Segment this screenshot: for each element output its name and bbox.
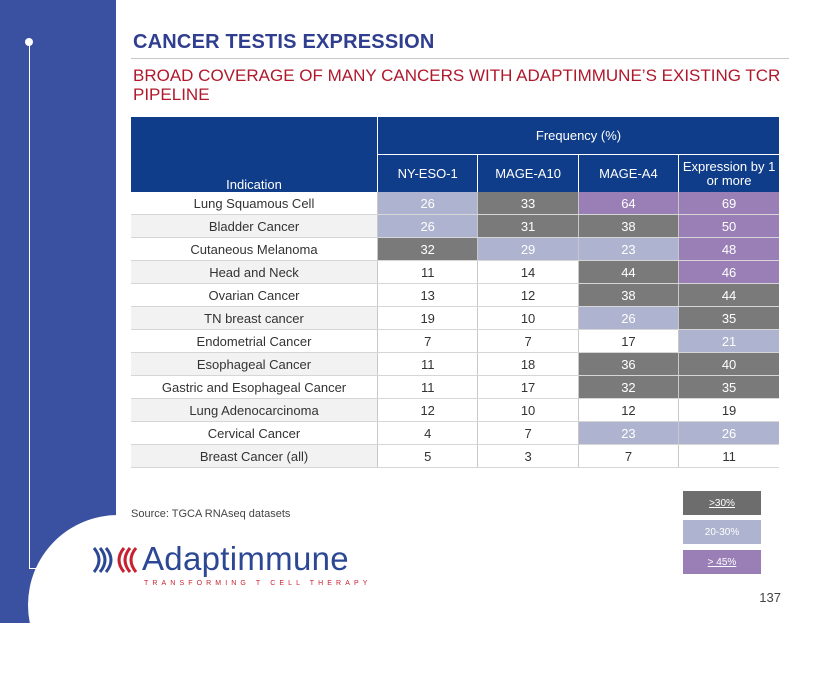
frequency-cell: 26 [678, 421, 779, 445]
decorative-vertical-line [29, 42, 30, 569]
logo-wordmark: Adaptimmune [142, 540, 349, 577]
frequency-cell: 7 [477, 329, 579, 353]
frequency-cell: 12 [377, 398, 479, 422]
table-row: Cutaneous Melanoma 32 29 23 48 [131, 237, 779, 261]
frequency-cell: 11 [377, 260, 479, 284]
indication-cell: Lung Squamous Cell [131, 192, 378, 215]
indication-cell: Ovarian Cancer [131, 283, 378, 307]
slide-title: CANCER TESTIS EXPRESSION [133, 31, 435, 53]
table-row: Cervical Cancer 4 7 23 26 [131, 421, 779, 445]
decorative-horizontal-line [29, 568, 84, 569]
column-header: MAGE-A10 [477, 154, 579, 192]
legend-item-20-30: 20-30% [683, 520, 761, 544]
table-row: Lung Squamous Cell 26 33 64 69 [131, 192, 779, 215]
frequency-cell: 3 [477, 444, 579, 468]
frequency-cell: 35 [678, 375, 779, 399]
indication-cell: TN breast cancer [131, 306, 378, 330]
column-header: MAGE-A4 [578, 154, 680, 192]
page-number: 137 [759, 590, 781, 605]
indication-cell: Cutaneous Melanoma [131, 237, 378, 261]
frequency-cell: 12 [477, 283, 579, 307]
table-row: Head and Neck 11 14 44 46 [131, 260, 779, 284]
table-row: Esophageal Cancer 11 18 36 40 [131, 352, 779, 376]
source-note: Source: TGCA RNAseq datasets [131, 508, 291, 520]
frequency-header: Frequency (%) [377, 117, 779, 155]
frequency-cell: 10 [477, 398, 579, 422]
table-row: Breast Cancer (all) 5 3 7 11 [131, 444, 779, 468]
frequency-cell: 26 [377, 214, 479, 238]
table-row: Lung Adenocarcinoma 12 10 12 19 [131, 398, 779, 422]
frequency-cell: 38 [578, 283, 680, 307]
frequency-cell: 29 [477, 237, 579, 261]
indication-cell: Esophageal Cancer [131, 352, 378, 376]
company-logo: Adaptimmune TRANSFORMING T CELL THERAPY [90, 540, 367, 590]
frequency-cell: 46 [678, 260, 779, 284]
table-row: Ovarian Cancer 13 12 38 44 [131, 283, 779, 307]
frequency-cell: 18 [477, 352, 579, 376]
frequency-cell: 23 [578, 237, 680, 261]
frequency-cell: 5 [377, 444, 479, 468]
frequency-cell: 11 [377, 375, 479, 399]
frequency-cell: 10 [477, 306, 579, 330]
indication-cell: Bladder Cancer [131, 214, 378, 238]
frequency-cell: 36 [578, 352, 680, 376]
frequency-cell: 7 [578, 444, 680, 468]
frequency-cell: 7 [477, 421, 579, 445]
frequency-cell: 4 [377, 421, 479, 445]
frequency-cell: 40 [678, 352, 779, 376]
frequency-cell: 11 [678, 444, 779, 468]
frequency-cell: 32 [578, 375, 680, 399]
legend-label: >30% [709, 497, 735, 509]
frequency-cell: 17 [578, 329, 680, 353]
indication-cell: Gastric and Esophageal Cancer [131, 375, 378, 399]
logo-tagline: TRANSFORMING T CELL THERAPY [144, 580, 372, 587]
frequency-cell: 13 [377, 283, 479, 307]
legend-label: 20-30% [704, 526, 740, 538]
frequency-cell: 19 [678, 398, 779, 422]
indication-cell: Cervical Cancer [131, 421, 378, 445]
frequency-cell: 26 [377, 192, 479, 215]
frequency-cell: 19 [377, 306, 479, 330]
frequency-cell: 50 [678, 214, 779, 238]
indication-cell: Breast Cancer (all) [131, 444, 378, 468]
frequency-cell: 12 [578, 398, 680, 422]
legend-item-over-30: >30% [683, 491, 761, 515]
table-row: TN breast cancer 19 10 26 35 [131, 306, 779, 330]
frequency-cell: 33 [477, 192, 579, 215]
frequency-cell: 31 [477, 214, 579, 238]
frequency-cell: 7 [377, 329, 479, 353]
table-row: Endometrial Cancer 7 7 17 21 [131, 329, 779, 353]
frequency-cell: 44 [578, 260, 680, 284]
column-header: Expression by 1 or more [678, 154, 779, 192]
frequency-cell: 26 [578, 306, 680, 330]
frequency-cell: 38 [578, 214, 680, 238]
indication-cell: Endometrial Cancer [131, 329, 378, 353]
title-rule [131, 58, 789, 59]
logo-mark-icon [92, 547, 138, 573]
legend-label: > 45% [707, 556, 737, 568]
legend-item-over-45: > 45% [683, 550, 761, 574]
table-body: Lung Squamous Cell 26 33 64 69 Bladder Cancer… [131, 192, 779, 468]
frequency-cell: 64 [578, 192, 680, 215]
decorative-dot [25, 38, 33, 46]
slide-subtitle: BROAD COVERAGE OF MANY CANCERS WITH ADAP… [133, 66, 781, 104]
frequency-cell: 44 [678, 283, 779, 307]
indication-cell: Head and Neck [131, 260, 378, 284]
indication-cell: Lung Adenocarcinoma [131, 398, 378, 422]
frequency-cell: 35 [678, 306, 779, 330]
frequency-cell: 48 [678, 237, 779, 261]
table-row: Bladder Cancer 26 31 38 50 [131, 214, 779, 238]
frequency-cell: 17 [477, 375, 579, 399]
frequency-cell: 14 [477, 260, 579, 284]
frequency-cell: 21 [678, 329, 779, 353]
expression-table: Indication Frequency (%) NY-ESO-1 MAGE-A… [131, 117, 779, 468]
table-row: Gastric and Esophageal Cancer 11 17 32 35 [131, 375, 779, 399]
frequency-cell: 32 [377, 237, 479, 261]
frequency-cell: 11 [377, 352, 479, 376]
indication-header: Indication [131, 117, 378, 192]
column-header: NY-ESO-1 [377, 154, 479, 192]
frequency-cell: 23 [578, 421, 680, 445]
frequency-cell: 69 [678, 192, 779, 215]
